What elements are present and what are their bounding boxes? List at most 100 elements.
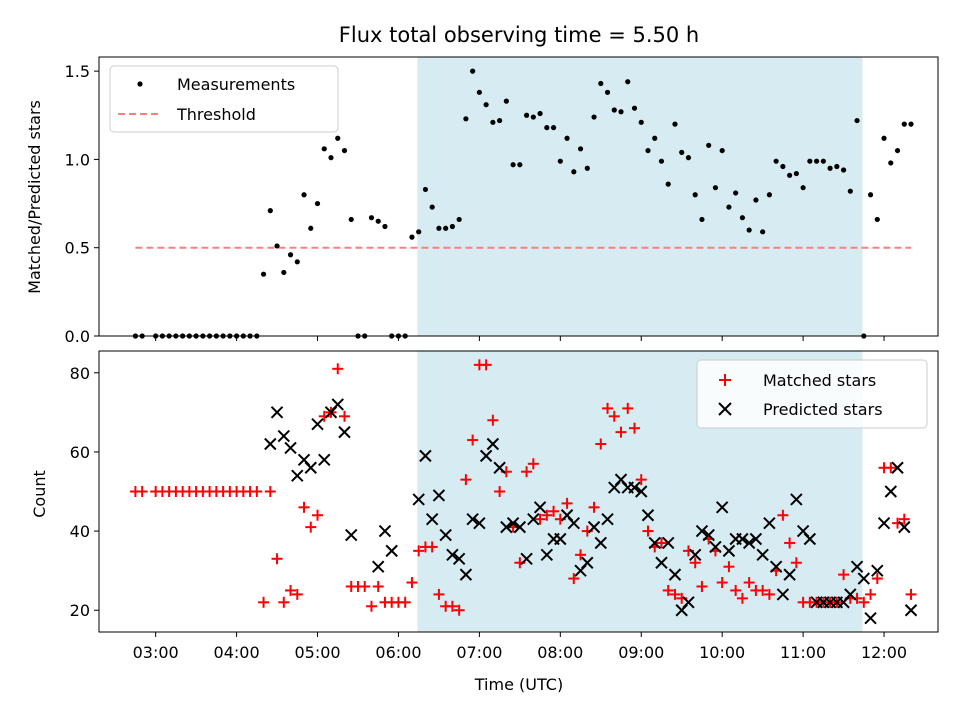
matched-star-point — [305, 521, 317, 533]
x-tick-label: 03:00 — [133, 643, 179, 662]
measurement-point — [807, 158, 813, 164]
predicted-star-point — [338, 425, 351, 439]
predicted-star-point — [567, 516, 581, 530]
matched-star-point — [406, 577, 418, 589]
measurement-point — [793, 170, 799, 177]
matched-star-point — [365, 600, 377, 612]
measurement-point — [685, 155, 692, 161]
matched-star-point — [757, 584, 769, 596]
matched-star-point — [885, 462, 897, 474]
measurement-point — [665, 181, 671, 187]
measurement-point — [625, 79, 631, 85]
matched-star-point — [575, 549, 587, 561]
matched-star-point — [541, 509, 553, 521]
top-y-tick-label: 0.5 — [65, 239, 90, 258]
predicted-star-point — [331, 398, 344, 411]
matched-star-point — [460, 474, 472, 486]
measurement-point — [348, 216, 354, 223]
x-tick-label: 06:00 — [375, 643, 421, 662]
predicted-star-point — [425, 512, 439, 526]
matched-star-point — [730, 584, 742, 596]
measurement-point — [699, 216, 705, 223]
matched-star-point — [534, 513, 546, 525]
predicted-star-point — [419, 449, 432, 463]
matched-points-group — [129, 359, 917, 616]
measurement-point — [341, 147, 348, 154]
matched-star-point — [642, 525, 654, 537]
measurement-point — [712, 185, 719, 191]
predicted-star-point — [493, 461, 506, 474]
measurement-point — [692, 192, 698, 198]
measurement-point — [429, 204, 435, 210]
top-panel: 0.0 0.5 1.0 1.5 Flux total observing time =… — [25, 23, 939, 346]
predicted-star-point — [601, 512, 614, 526]
legend-measurements-marker — [137, 81, 143, 87]
measurement-point — [652, 135, 658, 141]
predicted-star-point — [446, 548, 459, 562]
measurement-point — [658, 158, 665, 164]
measurement-point — [787, 172, 793, 178]
matched-star-point — [689, 557, 701, 569]
matched-star-point — [696, 580, 708, 592]
measurement-point — [422, 186, 429, 193]
measurement-point — [888, 160, 894, 166]
predicted-star-point — [891, 461, 904, 474]
predicted-star-point — [500, 520, 513, 534]
matched-star-point — [858, 596, 870, 608]
measurement-point — [443, 225, 449, 231]
matched-star-point — [433, 588, 445, 600]
predicted-star-point — [304, 461, 317, 474]
legend-predicted-label: Predicted stars — [763, 400, 883, 419]
measurement-point — [530, 114, 536, 120]
x-axis-label: Time (UTC) — [474, 675, 563, 694]
measurement-point — [537, 110, 543, 117]
matched-star-point — [494, 486, 506, 497]
matched-star-point — [426, 541, 438, 553]
predicted-star-point — [466, 512, 479, 526]
measurement-point — [847, 188, 853, 194]
measurement-point — [503, 98, 509, 104]
predicted-star-point — [587, 520, 601, 534]
measurement-point — [274, 243, 280, 249]
measurement-point — [301, 192, 307, 198]
measurement-point — [814, 158, 820, 164]
measurement-point — [287, 252, 294, 258]
top-points-group — [132, 68, 914, 339]
matched-star-point — [615, 426, 627, 438]
measurement-point — [753, 197, 759, 203]
predicted-star-point — [783, 568, 796, 581]
matched-star-point — [763, 588, 775, 600]
measurement-point — [409, 234, 415, 240]
measurement-point — [470, 68, 476, 74]
matched-star-point — [136, 486, 148, 497]
matched-star-point — [568, 573, 580, 585]
matched-star-point — [723, 561, 735, 573]
matched-star-point — [561, 497, 573, 509]
measurement-point — [739, 215, 746, 221]
predicted-points-group — [264, 398, 918, 625]
matched-star-point — [467, 434, 479, 446]
measurement-point — [901, 121, 907, 127]
bottom-y-tick-label: 60 — [70, 443, 90, 462]
measurement-point — [631, 105, 638, 111]
matched-star-point — [446, 600, 458, 612]
measurement-point — [638, 119, 644, 125]
matched-star-point — [453, 604, 465, 616]
legend-predicted-marker — [718, 402, 732, 416]
measurement-point — [611, 107, 617, 113]
x-tick-label: 07:00 — [456, 643, 502, 662]
measurement-point — [335, 135, 341, 141]
predicted-star-point — [722, 544, 736, 558]
measurement-point — [672, 121, 678, 127]
predicted-star-point — [695, 524, 709, 538]
predicted-star-point — [385, 544, 398, 558]
matched-star-point — [865, 588, 877, 600]
matched-star-point — [736, 592, 748, 604]
matched-star-point — [629, 422, 641, 434]
measurement-point — [375, 218, 381, 224]
measurement-point — [260, 271, 267, 277]
measurement-point — [490, 119, 496, 125]
measurement-point — [577, 146, 584, 152]
matched-star-point — [271, 553, 283, 565]
